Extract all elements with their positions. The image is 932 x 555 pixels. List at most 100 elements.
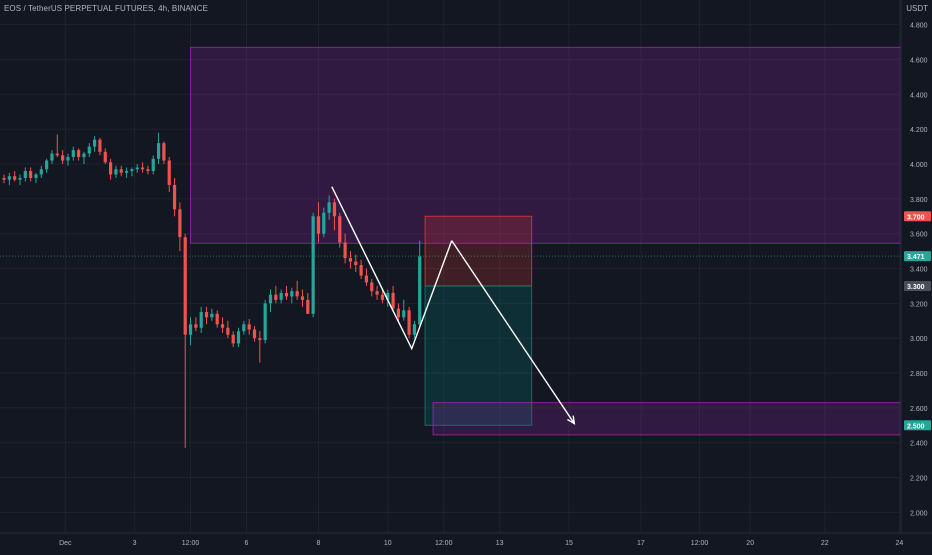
candle-body: [210, 313, 214, 318]
candle-body: [343, 242, 347, 259]
candle-body: [226, 327, 230, 335]
candle-body: [82, 153, 86, 158]
candle-body: [274, 294, 278, 300]
time-tick-label: 8: [317, 540, 321, 547]
price-tick-label: 2.000: [910, 510, 928, 517]
candle-body: [103, 151, 107, 163]
time-tick-label: 13: [496, 540, 504, 547]
price-tick-label: 2.400: [910, 441, 928, 448]
price-label-box: [904, 280, 931, 291]
price-label: 3.700: [904, 211, 931, 222]
candle-body: [332, 202, 337, 217]
time-tick-label: 3: [133, 540, 137, 547]
candles: [2, 132, 422, 448]
supply-zone: [190, 46, 902, 244]
price-tick-label: 4.200: [910, 127, 928, 134]
time-axis-background: [0, 533, 932, 550]
candle-body: [311, 216, 315, 314]
candle-body: [87, 146, 91, 154]
price-tick-label: 2.200: [910, 476, 928, 483]
candle-body: [140, 167, 145, 170]
price-label-text: 2.500: [907, 423, 925, 430]
candle-body: [146, 169, 150, 171]
candle-body: [194, 324, 198, 328]
candle-body: [258, 338, 262, 340]
candle-body: [39, 169, 43, 175]
target-zone: [432, 402, 902, 436]
candle-body: [7, 176, 11, 180]
candle-body: [109, 162, 113, 175]
grid-lines: [0, 0, 901, 533]
time-tick-label: 24: [896, 540, 904, 547]
currency-label: USDT: [906, 4, 928, 13]
candle-body: [199, 312, 203, 328]
candle-body: [375, 291, 379, 295]
candle-body: [93, 139, 97, 147]
price-tick-label: 3.200: [910, 301, 928, 308]
candle-body: [402, 310, 406, 318]
candle-body: [316, 216, 321, 234]
candle-body: [242, 324, 246, 332]
time-tick-label: Dec: [59, 540, 72, 547]
candle-body: [204, 312, 209, 318]
candle-body: [418, 256, 422, 325]
price-tick-label: 4.600: [910, 58, 928, 65]
price-label: 2.500: [904, 420, 931, 431]
candle-body: [354, 261, 358, 266]
candle-body: [130, 169, 134, 171]
candle-body: [66, 157, 70, 161]
candle-body: [162, 143, 166, 161]
candle-body: [172, 184, 177, 210]
time-tick-label: 10: [384, 540, 392, 547]
time-tick-label: 12:00: [435, 540, 453, 547]
candle-body: [300, 296, 305, 300]
price-label: 3.471: [904, 251, 931, 262]
candle-body: [231, 334, 235, 344]
take-profit-zone: [424, 285, 533, 426]
candle-body: [55, 153, 59, 156]
time-axis: Dec 3 12:00 6 8 10 12:00 13 15 17 12:00 20 22 24: [0, 532, 932, 550]
candle-body: [178, 209, 182, 238]
candle-body: [386, 292, 390, 300]
price-tick-label: 4.800: [910, 23, 928, 30]
zigzag-pattern-line: [331, 186, 453, 351]
candle-body: [45, 160, 49, 170]
price-label-box: [904, 251, 931, 262]
price-tick-label: 3.600: [910, 232, 928, 239]
time-tick-label: 15: [565, 540, 573, 547]
candle-body: [61, 155, 65, 161]
price-label-text: 3.471: [907, 254, 925, 261]
candle-body: [119, 169, 123, 173]
candle-body: [236, 331, 241, 344]
candle-body: [167, 160, 171, 185]
candle-body: [290, 291, 294, 297]
candle-body: [364, 275, 369, 283]
candle-body: [215, 313, 219, 325]
candle-body: [348, 258, 353, 262]
stop-loss-zone: [424, 215, 533, 287]
drawings: [331, 186, 576, 425]
candle-body: [268, 294, 273, 304]
price-axis: 2.000 2.200 2.400 2.600 2.800 3.000 3.200 3.400…: [900, 0, 932, 550]
candle-body: [50, 153, 54, 161]
candle-body: [412, 324, 417, 335]
price-label-text: 3.300: [907, 284, 925, 291]
candle-body: [23, 170, 27, 178]
price-axis-background: [901, 0, 932, 550]
candle-body: [359, 265, 363, 276]
time-tick-label: 6: [245, 540, 249, 547]
projection-arrow-head: [567, 415, 576, 425]
projection-arrow-line: [451, 240, 575, 424]
candle-body: [322, 212, 326, 234]
zones: [190, 46, 902, 436]
candle-body: [391, 292, 395, 309]
candle-body: [327, 202, 331, 213]
candle-body: [183, 237, 187, 335]
candle-body: [135, 167, 139, 170]
price-tick-label: 3.000: [910, 336, 928, 343]
candle-body: [151, 158, 155, 171]
time-tick-label: 20: [746, 540, 754, 547]
